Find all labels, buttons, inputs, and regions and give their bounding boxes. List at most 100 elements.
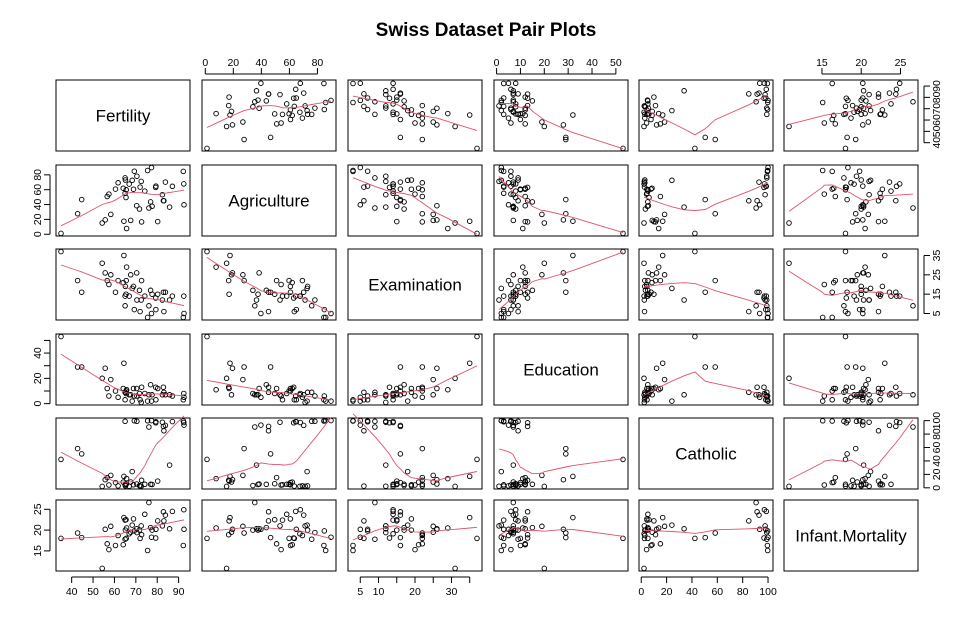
- panel-infant.mortality-vs-catholic: [638, 499, 774, 572]
- left-tick-label: 0: [32, 231, 44, 237]
- data-point: [746, 308, 752, 315]
- data-point: [225, 102, 232, 109]
- data-point: [882, 218, 888, 224]
- data-point: [122, 303, 128, 309]
- data-point: [643, 546, 650, 553]
- data-point: [223, 123, 230, 130]
- data-point: [226, 94, 232, 100]
- top-tick-label: 25: [895, 57, 907, 69]
- data-point: [293, 95, 300, 101]
- data-point: [287, 289, 294, 295]
- data-point: [160, 289, 167, 295]
- data-point: [867, 398, 874, 404]
- data-point: [127, 272, 134, 278]
- panel-agriculture-vs-catholic: [638, 164, 774, 237]
- top-tick-label: 20: [538, 57, 550, 69]
- data-point: [829, 116, 835, 123]
- data-point: [153, 526, 159, 533]
- panel-frame: [55, 164, 191, 237]
- data-point: [357, 202, 364, 208]
- data-point: [515, 428, 521, 434]
- panel-frame: [493, 164, 629, 237]
- data-point: [841, 175, 847, 181]
- data-point: [466, 218, 473, 224]
- data-point: [223, 565, 230, 572]
- data-point: [512, 181, 519, 187]
- data-point: [397, 384, 404, 390]
- panel-frame: [493, 499, 629, 572]
- data-point: [746, 198, 752, 204]
- data-point: [397, 364, 404, 370]
- data-point: [321, 80, 327, 87]
- panel-frame: [201, 333, 337, 406]
- data-point: [842, 277, 849, 284]
- data-point: [877, 482, 883, 488]
- data-point: [893, 293, 900, 299]
- data-point: [123, 291, 129, 297]
- data-point: [273, 121, 280, 127]
- data-point: [430, 472, 436, 479]
- data-point: [910, 303, 916, 309]
- data-point: [397, 423, 404, 430]
- bottom-tick-label: 40: [66, 586, 78, 598]
- data-point: [430, 119, 436, 125]
- data-point: [829, 80, 835, 87]
- data-point: [253, 526, 260, 532]
- data-point: [853, 297, 860, 303]
- data-point: [858, 481, 864, 488]
- panel-grid: Fertility Agriculture Examination Education…: [32, 57, 943, 598]
- data-point: [300, 289, 307, 295]
- data-point: [130, 385, 137, 392]
- data-point: [829, 388, 835, 394]
- data-point: [879, 385, 886, 392]
- bottom-tick-label: 70: [130, 586, 142, 598]
- lowess-line: [643, 182, 769, 211]
- data-point: [712, 364, 718, 370]
- data-point: [430, 108, 436, 115]
- data-point: [570, 514, 576, 521]
- data-point: [522, 121, 528, 127]
- data-point: [292, 508, 299, 515]
- data-point: [560, 122, 567, 128]
- data-point: [641, 220, 647, 226]
- panel-infant.mortality-vs-education: [493, 499, 629, 572]
- top-tick-label: 10: [515, 57, 527, 69]
- panel-fertility-vs-examination: [347, 79, 483, 152]
- data-point: [832, 474, 839, 481]
- data-point: [843, 295, 850, 301]
- data-point: [681, 526, 687, 532]
- data-point: [250, 482, 256, 489]
- data-point: [879, 283, 886, 290]
- variable-label: Education: [523, 361, 599, 380]
- data-point: [652, 219, 659, 225]
- data-point: [129, 398, 135, 404]
- data-point: [648, 186, 654, 192]
- data-point: [383, 526, 389, 532]
- panel-agriculture-vs-infant.mortality: [783, 164, 919, 237]
- data-point: [860, 385, 867, 392]
- data-point: [524, 535, 531, 541]
- data-point: [394, 111, 400, 117]
- data-point: [181, 506, 187, 513]
- data-point: [756, 310, 763, 317]
- data-point: [364, 526, 371, 533]
- data-point: [223, 375, 230, 382]
- data-point: [524, 219, 531, 225]
- data-point: [524, 95, 531, 101]
- data-point: [854, 217, 861, 224]
- lowess-line: [206, 526, 332, 540]
- data-point: [452, 123, 458, 130]
- data-point: [832, 121, 839, 127]
- data-point: [434, 122, 440, 128]
- data-point: [524, 197, 531, 204]
- data-point: [383, 91, 389, 98]
- data-point: [888, 481, 894, 488]
- data-point: [290, 420, 297, 426]
- data-point: [256, 105, 262, 111]
- panel-examination-vs-infant.mortality: [783, 248, 919, 321]
- variable-label: Fertility: [96, 107, 151, 126]
- data-point: [862, 264, 868, 270]
- right-tick-label: 25: [931, 269, 943, 281]
- data-point: [364, 106, 371, 113]
- panel-catholic-vs-examination: [347, 413, 483, 490]
